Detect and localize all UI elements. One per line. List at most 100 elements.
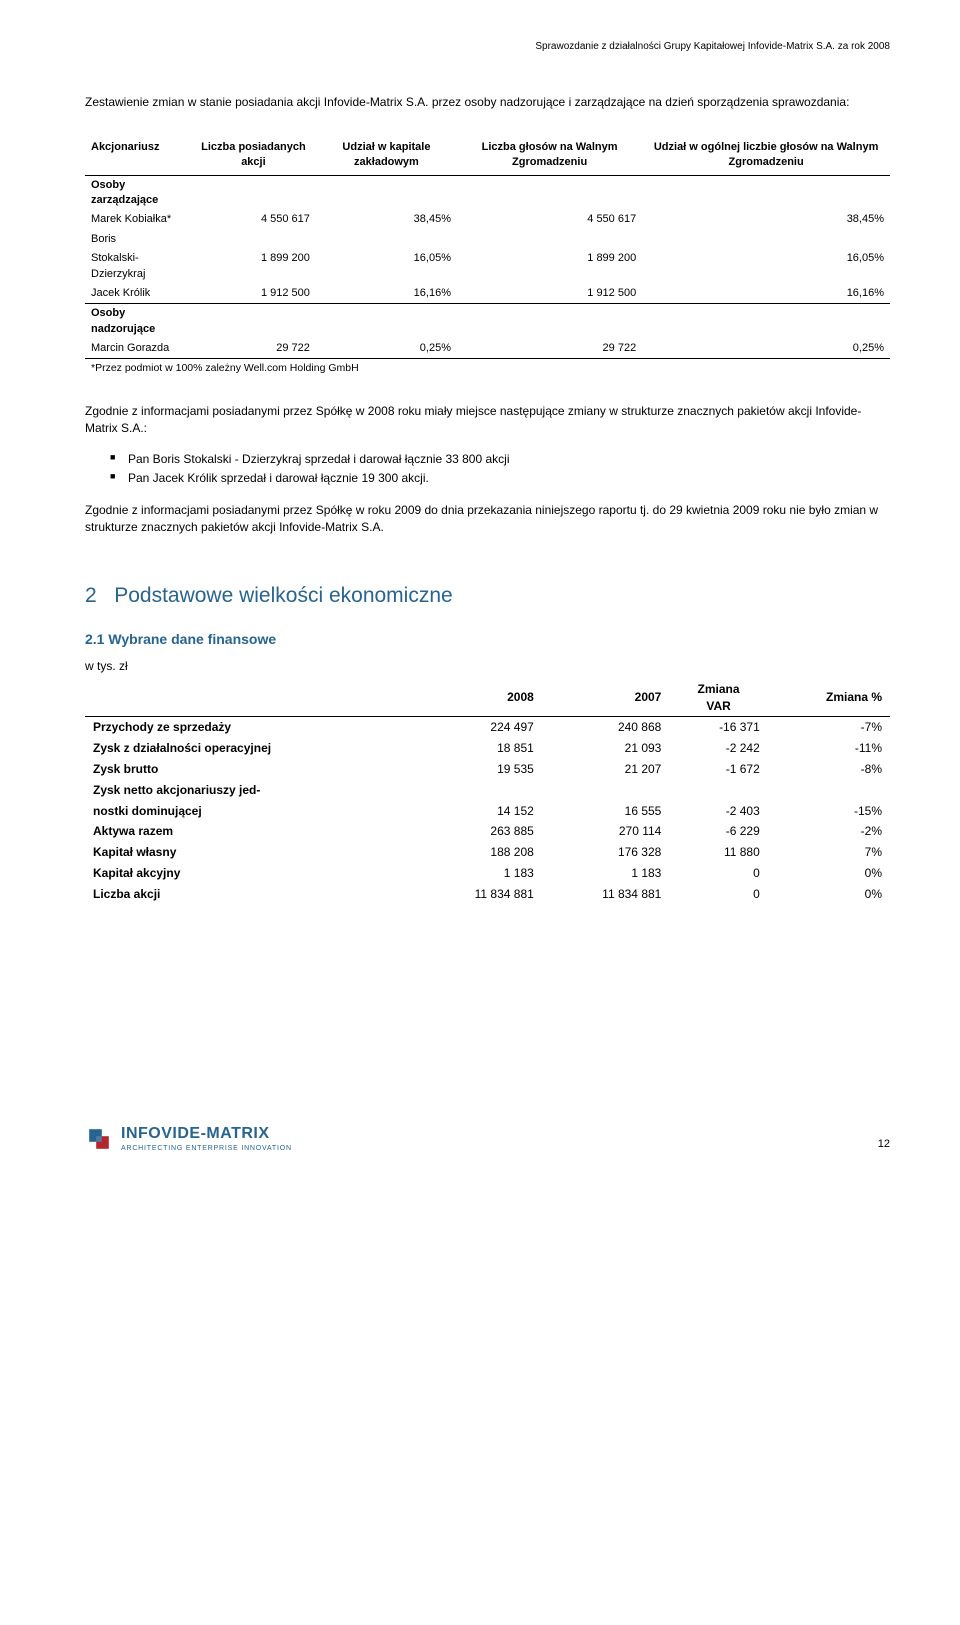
- cell-votes: 1 912 500: [457, 284, 642, 304]
- table-footnote: *Przez podmiot w 100% zależny Well.com H…: [85, 359, 890, 378]
- fin-label: Zysk z działalności operacyjnej: [85, 738, 414, 759]
- cell-name: Marek Kobiałka*: [85, 210, 191, 229]
- table-row: nostki dominującej 14 152 16 555 -2 403 …: [85, 801, 890, 822]
- fin-cell: -11%: [768, 738, 890, 759]
- fin-cell: 21 093: [542, 738, 670, 759]
- cell-votes-pct: 16,16%: [642, 284, 890, 304]
- cell-name: Marcin Gorazda: [85, 339, 191, 359]
- company-logo: INFOVIDE-MATRIX ARCHITECTING ENTERPRISE …: [85, 1125, 292, 1153]
- page-footer: INFOVIDE-MATRIX ARCHITECTING ENTERPRISE …: [85, 1125, 890, 1153]
- intro-paragraph: Zestawienie zmian w stanie posiadania ak…: [85, 94, 890, 111]
- fin-col-empty: [85, 679, 414, 717]
- fin-cell: 11 834 881: [414, 884, 542, 905]
- cell-votes-pct: 38,45%: [642, 210, 890, 229]
- cell-name: Jacek Królik: [85, 284, 191, 304]
- cell-shares: 4 550 617: [191, 210, 316, 229]
- fin-cell: -6 229: [669, 821, 767, 842]
- fin-label: Aktywa razem: [85, 821, 414, 842]
- section-heading: 2 Podstawowe wielkości ekonomiczne: [85, 581, 890, 610]
- fin-cell: 0%: [768, 884, 890, 905]
- cell-shares: 1 912 500: [191, 284, 316, 304]
- fin-label: Liczba akcji: [85, 884, 414, 905]
- fin-cell: -2 403: [669, 801, 767, 822]
- col-votes-pct: Udział w ogólnej liczbie głosów na Walny…: [642, 136, 890, 175]
- fin-col-pct: Zmiana %: [768, 679, 890, 717]
- page-number: 12: [878, 1137, 890, 1152]
- cell-cap-pct: 16,05%: [316, 249, 457, 284]
- financial-table: 2008 2007 ZmianaVAR Zmiana % Przychody z…: [85, 679, 890, 905]
- table-row: Zysk netto akcjonariuszy jed-: [85, 780, 890, 801]
- table-row: Aktywa razem 263 885 270 114 -6 229 -2%: [85, 821, 890, 842]
- fin-label: Przychody ze sprzedaży: [85, 717, 414, 738]
- fin-cell: 19 535: [414, 759, 542, 780]
- fin-cell: 21 207: [542, 759, 670, 780]
- fin-col-2008: 2008: [414, 679, 542, 717]
- fin-cell: 1 183: [542, 863, 670, 884]
- fin-cell: 0: [669, 863, 767, 884]
- fin-cell: 270 114: [542, 821, 670, 842]
- subsection-heading: 2.1 Wybrane dane finansowe: [85, 630, 890, 650]
- fin-col-var: ZmianaVAR: [669, 679, 767, 717]
- table-row: Marek Kobiałka* 4 550 617 38,45% 4 550 6…: [85, 210, 890, 229]
- col-akcjonariusz: Akcjonariusz: [85, 136, 191, 175]
- shareholder-table: Akcjonariusz Liczba posiadanych akcji Ud…: [85, 136, 890, 378]
- fin-cell: 1 183: [414, 863, 542, 884]
- fin-cell: 263 885: [414, 821, 542, 842]
- fin-label: nostki dominującej: [85, 801, 414, 822]
- fin-cell: 176 328: [542, 842, 670, 863]
- table-row: Zysk z działalności operacyjnej 18 851 2…: [85, 738, 890, 759]
- fin-cell: 16 555: [542, 801, 670, 822]
- table-row: Kapitał akcyjny 1 183 1 183 0 0%: [85, 863, 890, 884]
- list-item: Pan Jacek Królik sprzedał i darował łącz…: [110, 470, 890, 487]
- cell-name: Stokalski-Dzierzykraj: [85, 249, 191, 284]
- col-capital-pct: Udział w kapitale zakładowym: [316, 136, 457, 175]
- cell-cap-pct: 0,25%: [316, 339, 457, 359]
- fin-cell: 11 834 881: [542, 884, 670, 905]
- fin-cell: -7%: [768, 717, 890, 738]
- group-title: Osoby nadzorujące: [85, 304, 191, 339]
- fin-cell: -15%: [768, 801, 890, 822]
- col-votes: Liczba głosów na Walnym Zgromadzeniu: [457, 136, 642, 175]
- fin-cell: 188 208: [414, 842, 542, 863]
- table-row: Kapitał własny 188 208 176 328 11 880 7%: [85, 842, 890, 863]
- para-2009: Zgodnie z informacjami posiadanymi przez…: [85, 502, 890, 536]
- cell-votes: 29 722: [457, 339, 642, 359]
- col-shares: Liczba posiadanych akcji: [191, 136, 316, 175]
- fin-cell: 0: [669, 884, 767, 905]
- fin-cell: -2 242: [669, 738, 767, 759]
- group-header-row: Osoby zarządzające: [85, 175, 890, 210]
- table-row: Stokalski-Dzierzykraj 1 899 200 16,05% 1…: [85, 249, 890, 284]
- cell-votes: 4 550 617: [457, 210, 642, 229]
- table-row: Zysk brutto 19 535 21 207 -1 672 -8%: [85, 759, 890, 780]
- fin-cell: -8%: [768, 759, 890, 780]
- table-footnote-row: *Przez podmiot w 100% zależny Well.com H…: [85, 359, 890, 378]
- cell-cap-pct: 16,16%: [316, 284, 457, 304]
- fin-cell: -1 672: [669, 759, 767, 780]
- table-row: Liczba akcji 11 834 881 11 834 881 0 0%: [85, 884, 890, 905]
- table-row: Przychody ze sprzedaży 224 497 240 868 -…: [85, 717, 890, 738]
- table-row: Boris: [85, 230, 890, 249]
- cell-votes: 1 899 200: [457, 249, 642, 284]
- logo-icon: [85, 1125, 113, 1153]
- fin-label: Kapitał własny: [85, 842, 414, 863]
- fin-cell: 0%: [768, 863, 890, 884]
- fin-col-2007: 2007: [542, 679, 670, 717]
- changes-intro: Zgodnie z informacjami posiadanymi przez…: [85, 403, 890, 437]
- changes-list: Pan Boris Stokalski - Dzierzykraj sprzed…: [85, 451, 890, 487]
- cell-shares: 1 899 200: [191, 249, 316, 284]
- group-header-row: Osoby nadzorujące: [85, 304, 890, 339]
- list-item: Pan Boris Stokalski - Dzierzykraj sprzed…: [110, 451, 890, 468]
- fin-cell: 240 868: [542, 717, 670, 738]
- table-row: Jacek Królik 1 912 500 16,16% 1 912 500 …: [85, 284, 890, 304]
- logo-text-sub: ARCHITECTING ENTERPRISE INNOVATION: [121, 1145, 292, 1152]
- cell-name: Boris: [85, 230, 191, 249]
- section-title: Podstawowe wielkości ekonomiczne: [114, 584, 453, 607]
- fin-cell: 11 880: [669, 842, 767, 863]
- fin-label: Zysk netto akcjonariuszy jed-: [85, 780, 414, 801]
- cell-votes-pct: 0,25%: [642, 339, 890, 359]
- logo-text-main: INFOVIDE-MATRIX: [121, 1126, 292, 1142]
- header-note: Sprawozdanie z działalności Grupy Kapita…: [85, 40, 890, 54]
- fin-cell: 224 497: [414, 717, 542, 738]
- fin-cell: 18 851: [414, 738, 542, 759]
- fin-cell: 14 152: [414, 801, 542, 822]
